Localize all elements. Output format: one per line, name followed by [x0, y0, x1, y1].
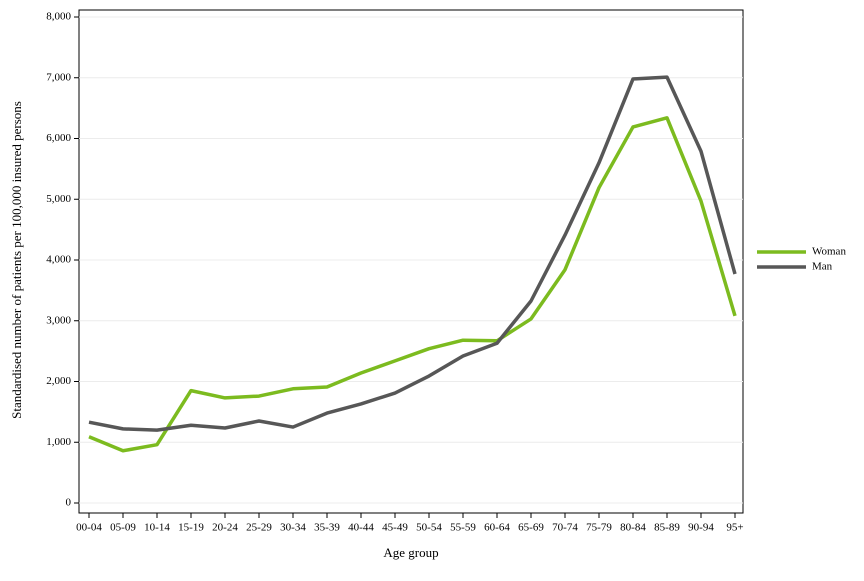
x-tick-label: 60-64	[484, 522, 510, 534]
x-tick-label: 15-19	[178, 522, 204, 534]
x-tick-label: 00-04	[76, 522, 102, 534]
x-tick-label: 45-49	[382, 522, 408, 534]
x-tick-label: 75-79	[586, 522, 612, 534]
x-tick-label: 55-59	[450, 522, 476, 534]
x-tick-label: 35-39	[314, 522, 340, 534]
x-tick-label: 90-94	[688, 522, 714, 534]
legend-label: Man	[812, 261, 833, 273]
y-tick-label: 1,000	[46, 436, 71, 448]
x-tick-label: 20-24	[212, 522, 238, 534]
x-tick-label: 50-54	[416, 522, 442, 534]
y-tick-label: 7,000	[46, 71, 71, 83]
x-tick-label: 05-09	[110, 522, 136, 534]
x-tick-label: 80-84	[620, 522, 646, 534]
x-tick-label: 10-14	[144, 522, 170, 534]
x-tick-label: 65-69	[518, 522, 544, 534]
y-tick-label: 8,000	[46, 11, 71, 23]
series-line	[88, 75, 737, 432]
y-tick-label: 2,000	[46, 375, 71, 387]
y-tick-label: 3,000	[46, 314, 71, 326]
x-tick-label: 95+	[726, 522, 743, 534]
legend-label: Woman	[812, 246, 846, 258]
x-tick-label: 25-29	[246, 522, 272, 534]
x-tick-label: 85-89	[654, 522, 680, 534]
y-tick-label: 6,000	[46, 132, 71, 144]
x-tick-label: 40-44	[348, 522, 374, 534]
y-tick-label: 0	[66, 497, 72, 509]
y-tick-label: 5,000	[46, 193, 71, 205]
series-line	[88, 116, 737, 453]
x-tick-label: 70-74	[552, 522, 578, 534]
y-tick-label: 4,000	[46, 254, 71, 266]
y-axis-title: Standardised number of patients per 100,…	[9, 101, 24, 419]
x-axis-title: Age group	[383, 545, 438, 560]
x-tick-label: 30-34	[280, 522, 306, 534]
plot-frame	[78, 9, 744, 514]
